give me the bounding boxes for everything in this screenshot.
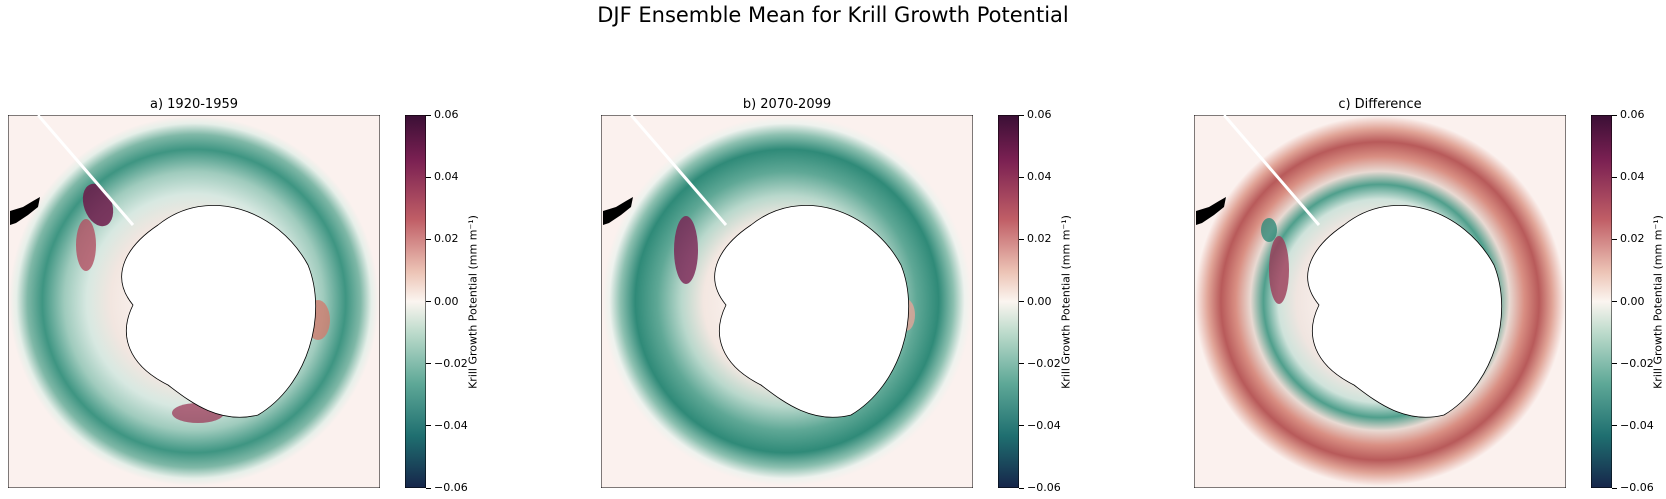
colorbar-tick-label: 0.02	[1019, 232, 1052, 245]
panel-b-title: b) 2070-2099	[742, 97, 832, 112]
panel-a-title: a) 1920-1959	[149, 97, 239, 112]
colorbar-tick-label: −0.04	[1019, 419, 1061, 432]
colorbar-b	[998, 115, 1019, 488]
colorbar-tick-label: 0.02	[1612, 232, 1645, 245]
colorbar-tick-label: −0.04	[426, 419, 468, 432]
colorbar-tick-label: 0.04	[1612, 170, 1645, 183]
colorbar-tick-label: −0.02	[426, 357, 468, 370]
figure-title: DJF Ensemble Mean for Krill Growth Poten…	[597, 3, 1069, 27]
colorbar-tick-label: −0.06	[1019, 481, 1061, 494]
colorbar-label-c: Krill Growth Potential (mm m⁻¹)	[1651, 214, 1665, 389]
colorbar-label-a: Krill Growth Potential (mm m⁻¹)	[466, 214, 480, 389]
colorbar-label-b: Krill Growth Potential (mm m⁻¹)	[1059, 214, 1073, 389]
map-panel-b	[601, 115, 973, 488]
colorbar-c	[1591, 115, 1612, 488]
colorbar-tick-label: 0.00	[1612, 295, 1645, 308]
colorbar-ticks-a: 0.06 0.04 0.02 0.00 −0.02 −0.04 −0.06	[426, 108, 478, 494]
colorbar-tick-label: 0.06	[426, 108, 459, 121]
colorbar-tick-label: −0.06	[1612, 481, 1654, 494]
colorbar-tick-label: 0.04	[426, 170, 459, 183]
colorbar-ticks-b: 0.06 0.04 0.02 0.00 −0.02 −0.04 −0.06	[1019, 108, 1071, 494]
colorbar-tick-label: −0.02	[1612, 357, 1654, 370]
colorbar-tick-label: 0.00	[1019, 295, 1052, 308]
panel-c-title: c) Difference	[1338, 97, 1422, 112]
colorbar-tick-label: 0.02	[426, 232, 459, 245]
colorbar-tick-label: −0.02	[1019, 357, 1061, 370]
colorbar-tick-label: 0.00	[426, 295, 459, 308]
map-panel-c	[1194, 115, 1566, 488]
colorbar-a	[405, 115, 426, 488]
colorbar-tick-label: −0.04	[1612, 419, 1654, 432]
colorbar-tick-label: 0.04	[1019, 170, 1052, 183]
colorbar-tick-label: −0.06	[426, 481, 468, 494]
colorbar-tick-label: 0.06	[1612, 108, 1645, 121]
colorbar-ticks-c: 0.06 0.04 0.02 0.00 −0.02 −0.04 −0.06	[1612, 108, 1664, 494]
map-panel-a	[8, 115, 380, 488]
colorbar-tick-label: 0.06	[1019, 108, 1052, 121]
